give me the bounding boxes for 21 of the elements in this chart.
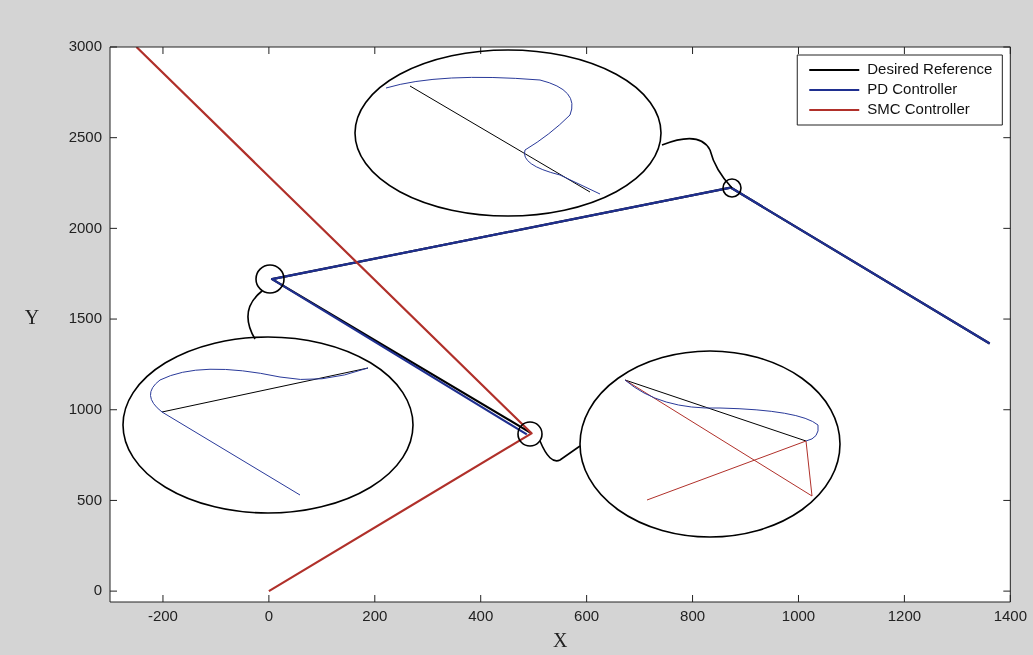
y-tick-label: 1500 xyxy=(68,309,102,327)
x-tick-label: 0 xyxy=(264,607,274,625)
x-tick-label: 200 xyxy=(362,607,388,625)
x-tick-label: 1400 xyxy=(993,607,1027,625)
x-axis-title: X xyxy=(552,629,568,652)
legend-label: PD Controller xyxy=(867,80,958,98)
x-tick-label: 600 xyxy=(574,607,600,625)
y-tick-label: 3000 xyxy=(68,37,102,55)
x-tick-label: 800 xyxy=(680,607,706,625)
legend-label: Desired Reference xyxy=(867,60,993,78)
x-tick-label: 1200 xyxy=(887,607,922,625)
x-tick-label: 1000 xyxy=(781,607,816,625)
y-tick-label: 1000 xyxy=(68,399,102,417)
y-axis-title: Y xyxy=(24,306,40,329)
y-tick-label: 2000 xyxy=(68,218,102,236)
y-tick-label: 2500 xyxy=(68,127,102,145)
x-tick-label: -200 xyxy=(147,607,178,625)
y-tick-label: 500 xyxy=(76,490,102,508)
y-tick-label: 0 xyxy=(93,581,102,599)
x-tick-label: 400 xyxy=(468,607,494,625)
legend-label: SMC Controller xyxy=(867,100,970,118)
